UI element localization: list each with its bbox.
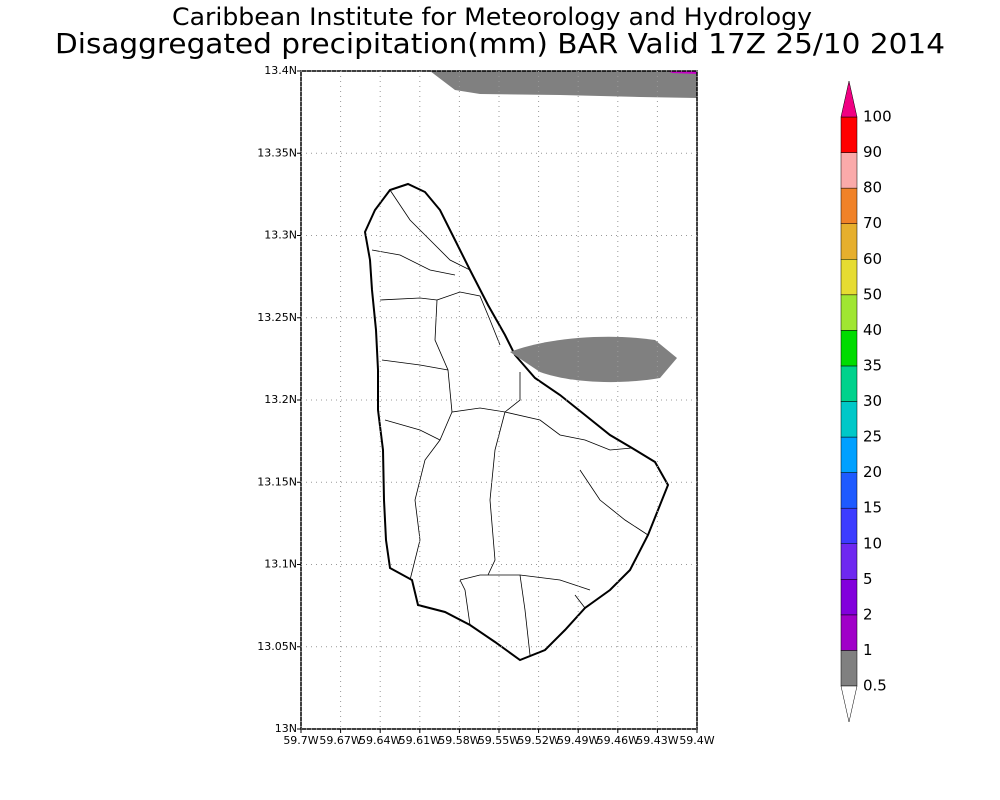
lon-tick-label: 59.7W	[283, 734, 318, 747]
lon-tick-label: 59.46W	[597, 734, 639, 747]
colorbar-segment	[840, 294, 858, 331]
lat-tick-label: 13.25N	[257, 311, 297, 324]
colorbar-label: 80	[863, 179, 882, 197]
colorbar-label: 25	[863, 428, 882, 446]
colorbar-segment	[840, 401, 858, 438]
colorbar-segment	[840, 436, 858, 473]
lat-tick-label: 13.3N	[264, 229, 297, 242]
lat-tick-label: 13N	[275, 722, 297, 735]
colorbar-segment	[840, 472, 858, 509]
colorbar-label: 2	[863, 605, 873, 623]
lat-tick-label: 13.35N	[257, 146, 297, 159]
island	[363, 182, 670, 662]
colorbar-label: 20	[863, 463, 882, 481]
rain-area	[510, 336, 677, 383]
colorbar-label: 1	[863, 641, 873, 659]
colorbar-segment	[840, 223, 858, 260]
lat-tick-label: 13.15N	[257, 475, 297, 488]
colorbar-label: 50	[863, 285, 882, 303]
colorbar-segment	[840, 579, 858, 616]
rain-area	[430, 71, 697, 98]
colorbar-label: 5	[863, 570, 873, 588]
colorbar-segment	[840, 187, 858, 224]
colorbar-segment	[840, 614, 858, 651]
lon-tick-label: 59.67W	[319, 734, 361, 747]
colorbar-label: 100	[863, 108, 892, 126]
lon-tick-label: 59.58W	[438, 734, 480, 747]
colorbar-segment	[840, 152, 858, 189]
colorbar-label: 0.5	[863, 677, 887, 695]
colorbar-label: 40	[863, 321, 882, 339]
colorbar-segment	[840, 330, 858, 367]
lon-tick-label: 59.49W	[557, 734, 599, 747]
colorbar-label: 70	[863, 214, 882, 232]
lat-tick-label: 13.4N	[264, 64, 297, 77]
colorbar-label: 60	[863, 250, 882, 268]
colorbar-label: 15	[863, 499, 882, 517]
lat-tick-label: 13.1N	[264, 558, 297, 571]
subtitle: Disaggregated precipitation(mm) BAR Vali…	[55, 27, 945, 60]
colorbar-label: 35	[863, 356, 882, 374]
lon-tick-label: 59.64W	[359, 734, 401, 747]
colorbar-segment	[840, 365, 858, 402]
lon-tick-label: 59.43W	[636, 734, 678, 747]
lat-tick-label: 13.05N	[257, 640, 297, 653]
parish-lines	[371, 189, 649, 656]
colorbar-segment	[840, 650, 858, 687]
lon-tick-label: 59.52W	[517, 734, 559, 747]
colorbar-segment	[840, 543, 858, 580]
lat-tick-label: 13.2N	[264, 393, 297, 406]
colorbar-label: 30	[863, 392, 882, 410]
lon-tick-label: 59.61W	[399, 734, 441, 747]
colorbar-label: 10	[863, 534, 882, 552]
colorbar-under	[840, 685, 858, 723]
map	[300, 70, 698, 730]
colorbar-segment	[840, 259, 858, 296]
colorbar-label: 90	[863, 143, 882, 161]
colorbar-over	[840, 80, 858, 118]
colorbar-segment	[840, 116, 858, 153]
lon-tick-label: 59.55W	[478, 734, 520, 747]
title: Caribbean Institute for Meteorology and …	[172, 3, 812, 31]
lon-tick-label: 59.4W	[679, 734, 714, 747]
colorbar-segment	[840, 507, 858, 544]
